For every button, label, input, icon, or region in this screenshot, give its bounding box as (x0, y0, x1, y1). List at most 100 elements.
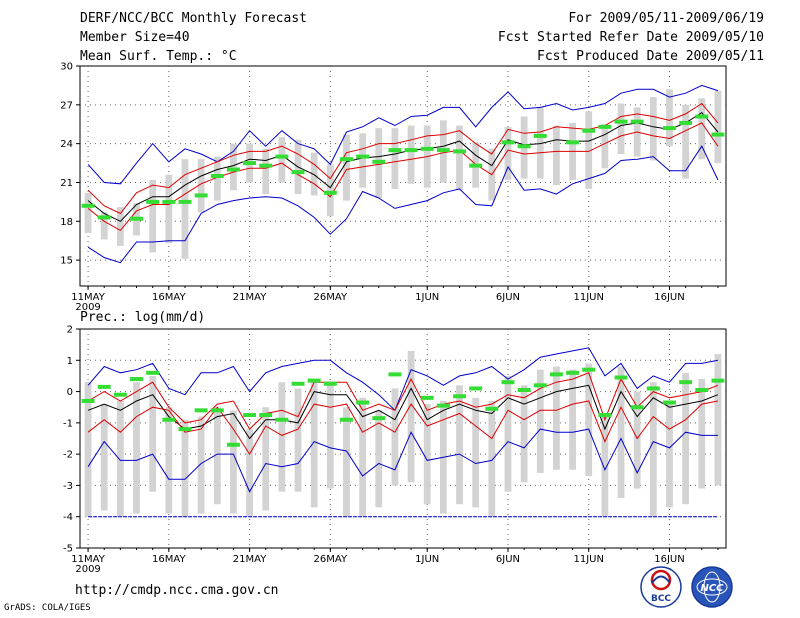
member-marker (533, 383, 547, 388)
member-marker (243, 161, 257, 166)
spread-box (617, 103, 625, 154)
member-marker (663, 400, 676, 405)
spread-box (714, 354, 722, 486)
member-marker (178, 199, 192, 204)
member-marker (695, 114, 709, 119)
member-marker (517, 144, 531, 149)
spread-box (456, 385, 463, 505)
member-marker (453, 149, 466, 154)
y-tick-label: 18 (60, 217, 73, 228)
spread-box (633, 391, 641, 489)
member-marker (323, 381, 337, 386)
spread-box (294, 388, 302, 492)
member-marker (582, 367, 596, 372)
series-max-line (87, 84, 719, 185)
precip-panel-title: Prec.: log(mm/d) (80, 310, 206, 325)
member-marker (307, 378, 321, 383)
member-marker (291, 170, 305, 175)
member-marker (679, 120, 693, 125)
member-marker (340, 157, 353, 162)
x-tick-label: 1JUN (415, 292, 439, 303)
spread-box (714, 90, 722, 164)
member-marker (646, 386, 660, 391)
member-marker (679, 380, 693, 385)
series-mean-line (87, 384, 719, 440)
footer-url[interactable]: http://cmdp.ncc.cma.gov.cn (75, 583, 279, 598)
spread-box (262, 148, 270, 195)
member-size-label: Member Size=40 (80, 30, 190, 45)
x-tick-label: 16JUN (654, 554, 684, 565)
series-mean-line (87, 111, 719, 222)
spread-box (359, 397, 367, 517)
x-tick-label: 1JUN (415, 554, 439, 565)
spread-box (310, 152, 318, 196)
spread-box (617, 366, 625, 498)
x-tick-label: 16JUN (654, 292, 684, 303)
member-marker (711, 378, 725, 383)
member-marker (356, 154, 370, 159)
member-marker (291, 381, 305, 386)
member-marker (501, 140, 515, 145)
grads-credit: GrADS: COLA/IGES (4, 603, 91, 613)
member-marker (453, 394, 466, 399)
member-marker (630, 119, 644, 124)
member-marker (630, 405, 644, 410)
y-tick-label: -5 (63, 544, 73, 555)
variable-label: Mean Surf. Temp.: °C (80, 49, 237, 64)
spread-box (391, 388, 399, 486)
x-tick-label: 11JUN (573, 292, 603, 303)
spread-box (682, 104, 690, 179)
spread-box (149, 375, 157, 492)
member-marker (275, 417, 289, 422)
series-lower-line (87, 122, 719, 232)
member-marker (663, 126, 676, 131)
spread-box (278, 382, 286, 492)
member-marker (226, 442, 240, 447)
member-marker (501, 380, 515, 385)
series-min-line (87, 428, 718, 493)
member-marker (711, 132, 725, 137)
member-marker (598, 413, 612, 418)
spread-box (213, 407, 221, 505)
member-marker (81, 398, 95, 403)
y-tick-label: 27 (60, 100, 73, 111)
member-marker (420, 395, 434, 400)
spread-box (504, 126, 512, 180)
plot-frame (79, 65, 727, 287)
member-marker (259, 163, 273, 168)
y-tick-label: 1 (67, 356, 73, 367)
member-marker (566, 140, 580, 145)
y-tick-label: -4 (63, 512, 73, 523)
x-tick-sublabel: 2009 (75, 302, 100, 313)
plot-frame (79, 328, 727, 549)
member-marker (275, 154, 289, 159)
y-tick-label: 30 (60, 62, 73, 73)
member-marker (194, 193, 208, 198)
spread-box (553, 125, 560, 186)
spread-box (601, 416, 609, 517)
series-lower-line (87, 400, 718, 456)
spread-box (262, 407, 270, 511)
spread-box (585, 111, 593, 189)
member-marker (404, 148, 418, 153)
spread-box (149, 179, 157, 253)
spread-box (601, 124, 609, 169)
series-upper-line (87, 372, 719, 430)
member-marker (210, 408, 224, 413)
chart-title: DERF/NCC/BCC Monthly Forecast (80, 11, 307, 26)
member-marker (436, 148, 450, 153)
member-marker (566, 370, 580, 375)
spread-box (133, 382, 140, 514)
member-marker (113, 392, 127, 397)
spread-box (197, 159, 205, 213)
x-tick-label: 21MAY (233, 554, 267, 565)
member-marker (614, 375, 628, 380)
member-marker (259, 413, 273, 418)
spread-box (326, 164, 334, 217)
y-tick-label: 24 (60, 139, 73, 150)
member-marker (517, 388, 531, 393)
member-marker (81, 203, 95, 208)
spread-box (536, 369, 544, 473)
spread-box (278, 137, 286, 183)
